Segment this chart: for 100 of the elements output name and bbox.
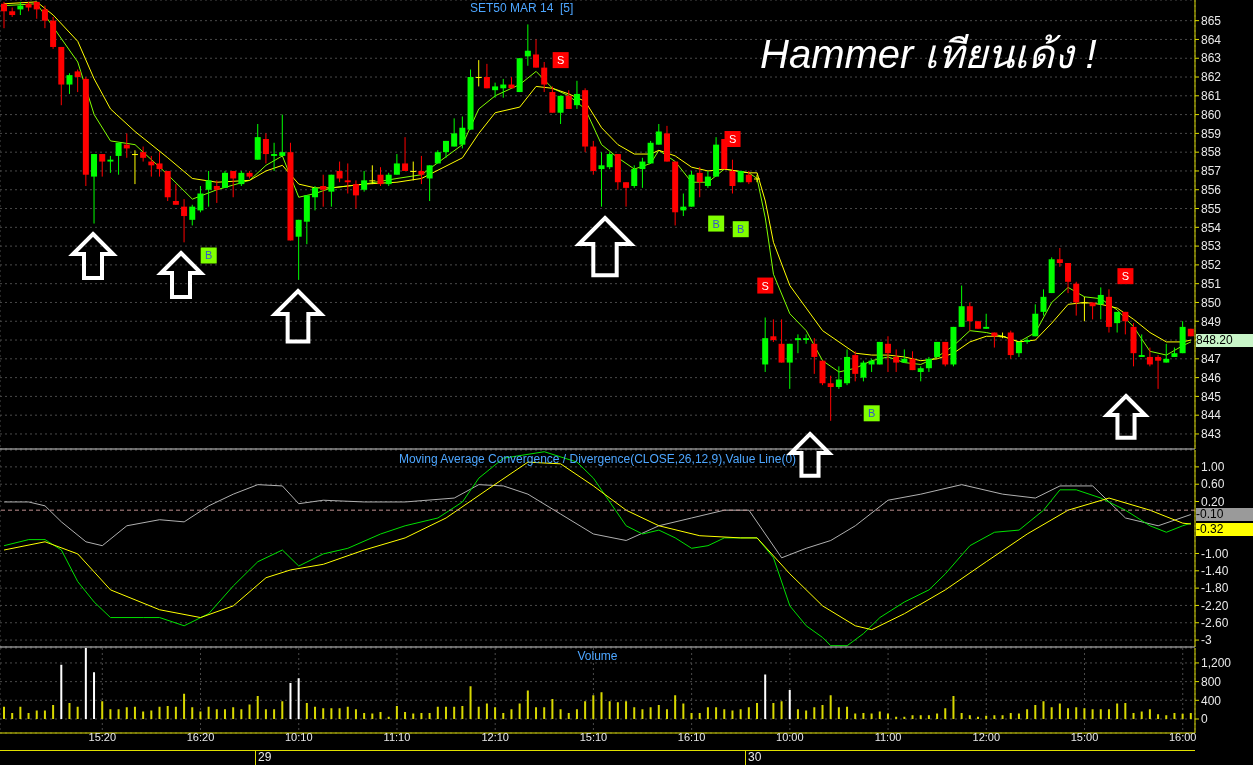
bar	[232, 707, 235, 719]
text: Hammer เทียนเด้ง !	[760, 31, 1097, 78]
bar	[27, 712, 30, 719]
bar	[371, 713, 374, 719]
candlestick	[786, 343, 793, 390]
candlestick	[860, 360, 867, 382]
bar	[1124, 703, 1127, 719]
candlestick	[623, 181, 630, 208]
data-label: B	[712, 217, 720, 230]
bar	[363, 712, 366, 719]
candlestick	[459, 115, 466, 149]
candlestick	[1073, 281, 1080, 317]
y-tick-label: 843	[1201, 427, 1222, 442]
candlestick	[639, 157, 646, 189]
bar	[706, 707, 709, 719]
x-tick-label: 10:10	[284, 730, 313, 743]
y-tick-label: 850	[1201, 295, 1222, 310]
candlestick	[1155, 354, 1162, 390]
bar	[420, 712, 423, 719]
candlestick	[1024, 337, 1031, 345]
bar	[862, 712, 865, 719]
y-tick-label: 854	[1201, 220, 1222, 235]
bar	[911, 715, 914, 719]
bar	[1181, 713, 1184, 719]
bar	[1026, 709, 1029, 719]
candlestick	[827, 375, 834, 422]
candlestick	[557, 95, 564, 125]
chart-title: Moving Average Convergence / Divergence(CLOSE,26,12,9),Value Line(0)	[397, 452, 798, 466]
candlestick	[426, 164, 433, 202]
bar	[215, 709, 218, 719]
bar	[1067, 708, 1070, 719]
candlestick	[451, 117, 458, 148]
data-label: B	[737, 223, 745, 236]
candlestick	[1163, 343, 1170, 364]
y-tick-label: 851	[1201, 276, 1222, 291]
bar	[404, 711, 407, 719]
candlestick	[770, 318, 777, 343]
bar	[870, 713, 873, 719]
bar	[68, 703, 71, 719]
bar	[1001, 715, 1004, 719]
y-tick-label: -2.60	[1201, 616, 1229, 631]
candlestick	[410, 161, 417, 181]
bar	[575, 709, 578, 719]
bar	[289, 683, 292, 719]
bar	[633, 707, 636, 719]
candlestick	[1065, 262, 1072, 294]
bar	[1009, 712, 1012, 719]
x-tick-label: 15:00	[1070, 730, 1099, 743]
bar	[314, 706, 317, 719]
bar	[625, 701, 628, 719]
bar	[150, 710, 153, 719]
y-tick-label: -1.80	[1201, 581, 1229, 596]
candlestick	[966, 301, 973, 332]
bar	[657, 704, 660, 719]
candlestick	[729, 159, 736, 194]
candlestick	[541, 61, 548, 93]
candlestick	[312, 185, 319, 211]
bar	[780, 701, 783, 719]
candlestick	[475, 59, 482, 87]
bar	[968, 715, 971, 719]
data-label: S	[761, 279, 769, 292]
candlestick	[492, 82, 499, 99]
candlestick	[1032, 303, 1039, 337]
bar	[60, 664, 63, 719]
bar	[665, 709, 668, 719]
y-tick-label: 853	[1201, 239, 1222, 254]
candlestick	[377, 166, 384, 187]
y-tick-label: -2.20	[1201, 598, 1229, 613]
candlestick	[1081, 296, 1088, 322]
chart-subtitle: SET50 MAR 14 [5]	[470, 1, 574, 15]
x-tick-label: 11:00	[874, 730, 902, 743]
candlestick	[328, 174, 335, 208]
candlestick	[336, 161, 343, 183]
bar	[256, 696, 259, 719]
bar	[35, 710, 38, 719]
bar	[641, 709, 644, 719]
candlestick	[271, 142, 278, 172]
y-tick-label: 862	[1201, 70, 1222, 85]
bar	[477, 706, 480, 719]
bar	[330, 708, 333, 719]
data-label: S	[557, 54, 565, 67]
text: 848.20	[1196, 333, 1253, 347]
x-tick-label: 15:10	[579, 730, 608, 743]
candlestick	[835, 365, 842, 390]
bar	[3, 706, 5, 719]
bar	[183, 693, 186, 719]
bar	[502, 712, 505, 719]
bar	[461, 705, 464, 719]
bar	[1140, 711, 1143, 719]
candlestick	[181, 198, 188, 243]
candlestick	[402, 136, 409, 172]
candlestick	[565, 89, 572, 110]
bar	[444, 706, 447, 719]
bar	[756, 703, 759, 719]
candlestick	[1, 1, 7, 29]
candlestick	[393, 153, 400, 176]
bar	[993, 715, 996, 719]
candlestick	[213, 179, 220, 204]
bar	[764, 674, 767, 719]
y-tick-label: 846	[1201, 370, 1222, 385]
